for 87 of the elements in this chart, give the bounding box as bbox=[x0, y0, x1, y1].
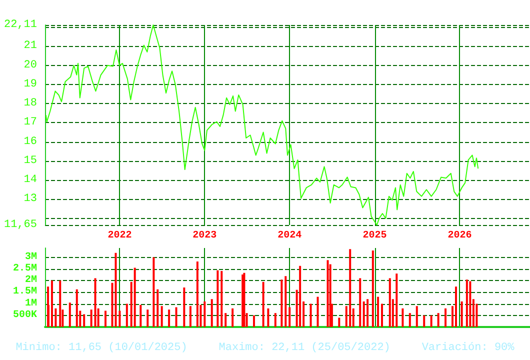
bar bbox=[118, 310, 121, 327]
bar bbox=[196, 261, 198, 327]
y-tick-label: 13 bbox=[24, 193, 37, 206]
bar bbox=[220, 271, 223, 327]
text: Variación: 90% bbox=[422, 342, 514, 354]
y-tick-label: 3M bbox=[24, 252, 37, 263]
bar bbox=[146, 310, 149, 327]
bar bbox=[134, 268, 136, 327]
y-tick-label: 20 bbox=[24, 59, 37, 72]
bar bbox=[94, 278, 96, 327]
bar bbox=[288, 307, 291, 327]
bar bbox=[469, 281, 472, 327]
bar bbox=[466, 280, 468, 327]
bar bbox=[152, 257, 155, 327]
bar bbox=[224, 313, 227, 327]
bar bbox=[189, 306, 192, 327]
y-tick-label: 2M bbox=[24, 275, 37, 286]
y-tick-label: 1M bbox=[24, 298, 37, 310]
bar bbox=[114, 252, 117, 327]
bar bbox=[50, 280, 53, 327]
bar bbox=[316, 296, 319, 327]
text: Maximo: 22,11 (25/05/2022) bbox=[218, 342, 390, 354]
bar bbox=[454, 286, 457, 327]
bar bbox=[83, 314, 86, 327]
bar bbox=[216, 270, 219, 327]
bar bbox=[430, 315, 432, 327]
bar bbox=[444, 308, 447, 327]
bar bbox=[366, 299, 369, 327]
bar bbox=[160, 306, 163, 327]
y-tick-label: 22,11 bbox=[4, 19, 38, 31]
bar bbox=[329, 264, 332, 327]
bar bbox=[372, 250, 374, 327]
x-tick-label: 2024 bbox=[278, 230, 302, 242]
y-tick-label: 21 bbox=[24, 40, 38, 52]
bar bbox=[90, 310, 92, 327]
x-tick-label: 2023 bbox=[192, 230, 217, 242]
bar bbox=[232, 308, 234, 327]
y-tick-label: 11,65 bbox=[4, 219, 37, 231]
bar bbox=[140, 304, 142, 327]
x-tick-label: 2026 bbox=[448, 230, 472, 242]
bar bbox=[349, 249, 352, 327]
bar bbox=[402, 308, 404, 327]
bar bbox=[423, 315, 426, 327]
y-tick-label: 16 bbox=[24, 136, 37, 148]
x-tick-label: 2025 bbox=[362, 230, 387, 242]
bar bbox=[377, 296, 380, 327]
y-tick-label: 15 bbox=[24, 154, 37, 167]
y-tick-label: 19 bbox=[24, 78, 37, 90]
x-tick-label: 2022 bbox=[108, 230, 132, 242]
bar bbox=[168, 310, 170, 327]
bar bbox=[280, 280, 283, 327]
bar bbox=[252, 315, 255, 327]
bar bbox=[59, 280, 62, 327]
bar bbox=[388, 278, 391, 327]
bar bbox=[267, 308, 270, 327]
bar bbox=[175, 307, 178, 327]
bar bbox=[380, 304, 383, 327]
bar bbox=[326, 260, 329, 327]
bar bbox=[68, 302, 71, 327]
bar bbox=[310, 304, 312, 327]
bar bbox=[183, 288, 186, 327]
bar bbox=[284, 276, 287, 327]
bar bbox=[408, 313, 411, 327]
y-tick-label: 14 bbox=[24, 174, 38, 186]
bar bbox=[299, 266, 302, 327]
bar bbox=[460, 301, 463, 327]
bar bbox=[210, 299, 213, 327]
bar bbox=[262, 282, 264, 327]
y-tick-label: 18 bbox=[24, 98, 37, 110]
bar bbox=[126, 304, 128, 327]
y-tick-label: 500K bbox=[12, 310, 37, 321]
bar bbox=[359, 278, 362, 327]
text: Minimo: 11,65 (10/01/2025) bbox=[16, 342, 188, 354]
bar bbox=[76, 289, 78, 327]
y-tick-label: 1.5M bbox=[12, 286, 37, 298]
y-tick-label: 17 bbox=[24, 116, 37, 129]
bar bbox=[104, 310, 107, 327]
y-tick-label: 2.5M bbox=[12, 263, 37, 274]
bar bbox=[416, 306, 418, 327]
line-series bbox=[45, 24, 479, 226]
bar bbox=[156, 289, 159, 327]
bar bbox=[338, 318, 340, 327]
bar bbox=[437, 313, 440, 327]
bar bbox=[274, 313, 276, 327]
bar bbox=[396, 274, 398, 327]
bar bbox=[362, 301, 365, 327]
bar bbox=[204, 301, 206, 327]
